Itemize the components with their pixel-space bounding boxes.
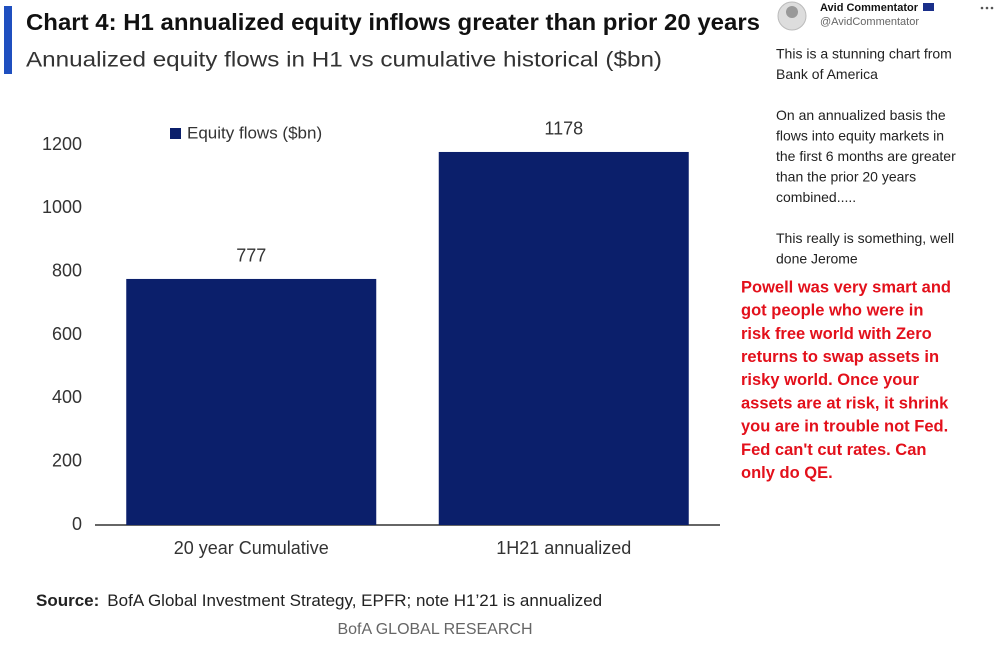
- tweet-text: flows into equity markets in: [776, 128, 944, 144]
- tweet-text: done Jerome: [776, 251, 858, 267]
- bar: [438, 151, 689, 525]
- title-accent: [4, 6, 12, 74]
- y-tick-label: 600: [52, 324, 82, 344]
- annotation-text: risky world. Once your: [741, 371, 919, 389]
- source-note: Source: BofA Global Investment Strategy, …: [36, 591, 602, 610]
- tweet-text: combined.....: [776, 189, 856, 205]
- bar: [126, 278, 377, 525]
- tweet-text: On an annualized basis the: [776, 107, 946, 123]
- annotation-text: risk free world with Zero: [741, 325, 932, 343]
- annotation-text: only do QE.: [741, 464, 833, 482]
- source-text: BofA Global Investment Strategy, EPFR; n…: [107, 591, 602, 610]
- tweet-author[interactable]: Avid Commentator: [820, 2, 919, 14]
- tweet-text: the first 6 months are greater: [776, 148, 956, 164]
- annotation-text: got people who were in: [741, 302, 923, 320]
- annotation-text: returns to swap assets in: [741, 348, 939, 366]
- avatar-head: [786, 6, 798, 18]
- y-tick-label: 1200: [42, 134, 82, 154]
- chart-subtitle: Annualized equity flows in H1 vs cumulat…: [26, 49, 662, 72]
- annotation-text: Fed can't cut rates. Can: [741, 441, 926, 459]
- y-tick-label: 800: [52, 260, 82, 280]
- annotation-text: you are in trouble not Fed.: [741, 418, 948, 436]
- more-button[interactable]: [980, 6, 994, 10]
- annotation-text: Powell was very smart and: [741, 278, 951, 296]
- legend-swatch: [170, 128, 181, 139]
- x-tick-label: 1H21 annualized: [496, 538, 631, 558]
- y-tick-label: 1000: [42, 197, 82, 217]
- footer: BofA GLOBAL RESEARCH: [337, 621, 532, 638]
- y-tick-label: 0: [72, 514, 82, 534]
- data-label: 1178: [544, 119, 583, 139]
- tweet-text: than the prior 20 years: [776, 169, 916, 185]
- y-tick-label: 400: [52, 387, 82, 407]
- data-label: 777: [236, 246, 266, 266]
- y-tick-label: 200: [52, 450, 82, 470]
- flag: [923, 3, 934, 11]
- tweet-text: Bank of America: [776, 66, 878, 82]
- source-label: Source:: [36, 591, 99, 610]
- x-tick-label: 20 year Cumulative: [174, 538, 329, 558]
- annotation-text: assets are at risk, it shrink: [741, 394, 949, 412]
- legend-label: Equity flows ($bn): [187, 123, 322, 142]
- tweet-text: This really is something, well: [776, 230, 954, 246]
- tweet-text: This is a stunning chart from: [776, 46, 952, 62]
- tweet-handle[interactable]: @AvidCommentator: [820, 16, 919, 28]
- chart-title: Chart 4: H1 annualized equity inflows gr…: [26, 9, 760, 35]
